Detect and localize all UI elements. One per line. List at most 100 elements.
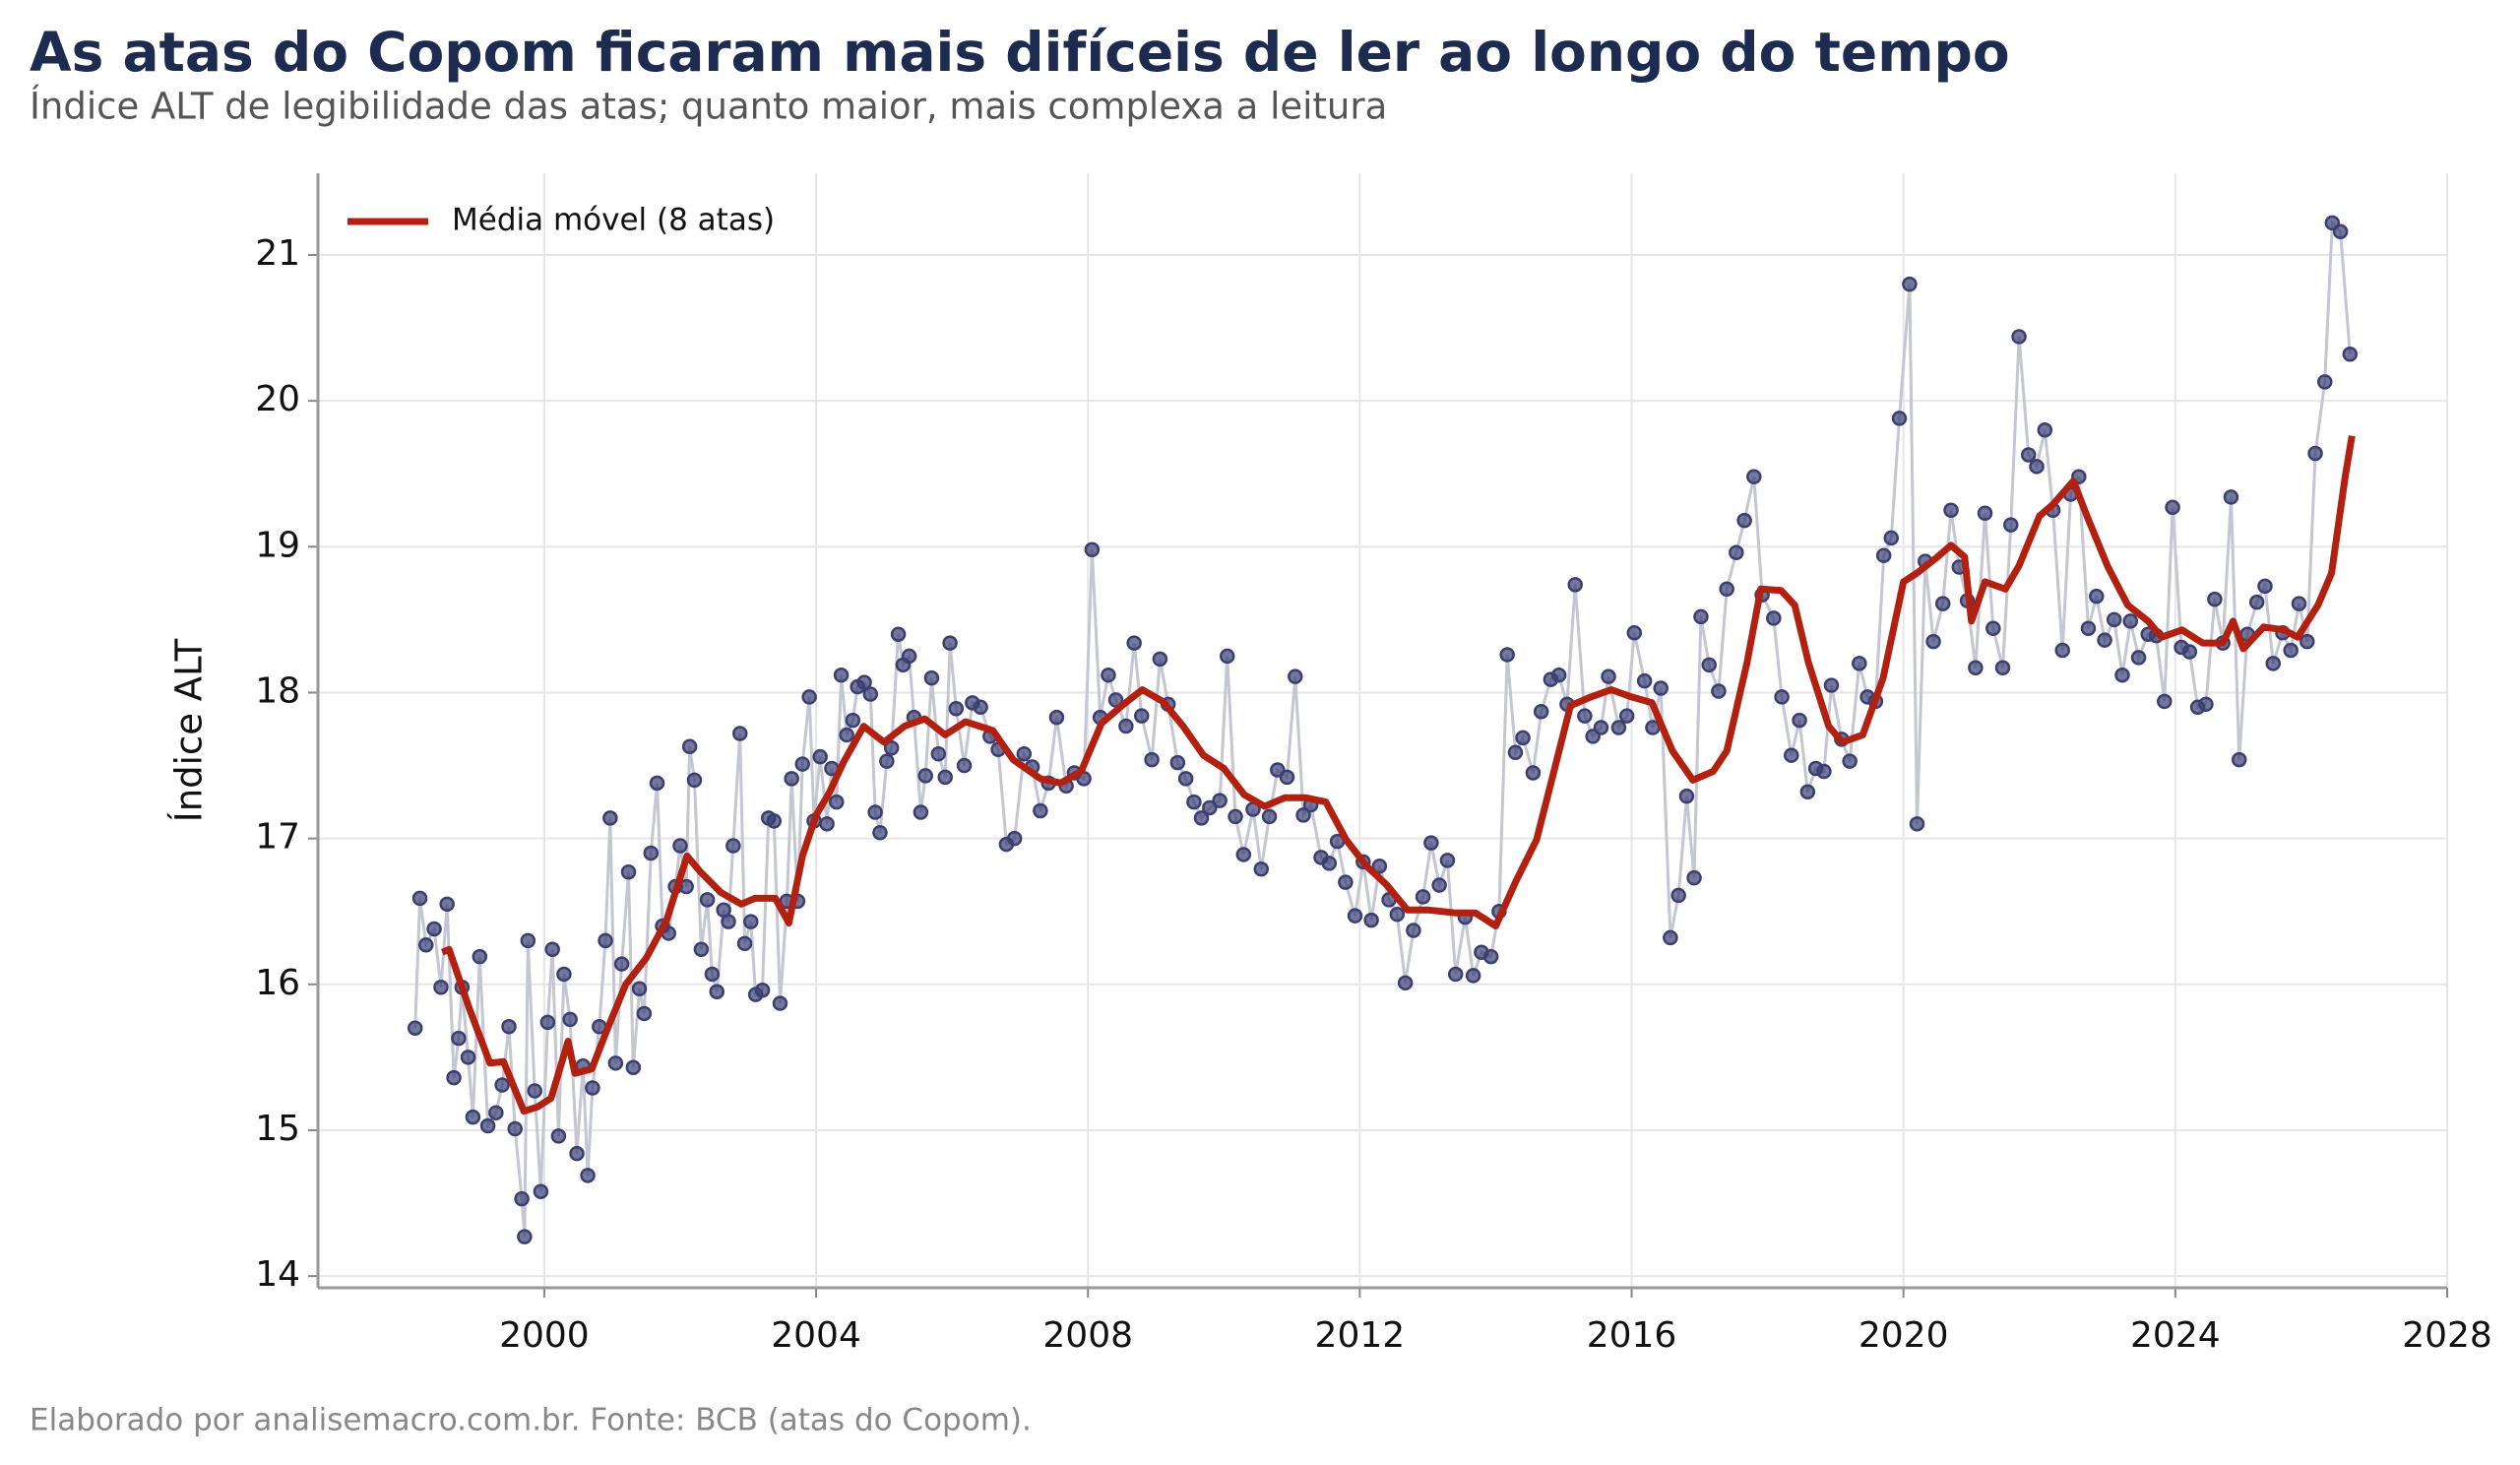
point [2342, 346, 2359, 362]
point [1729, 544, 1744, 560]
point [439, 896, 455, 913]
point [2181, 644, 2198, 660]
point [1118, 718, 1134, 734]
point [1507, 744, 1524, 760]
point [2316, 374, 2333, 390]
point [1567, 577, 1583, 593]
point [930, 745, 947, 762]
point [1482, 948, 1499, 965]
point [1678, 788, 1695, 804]
point [1610, 720, 1627, 735]
point [1766, 610, 1782, 626]
point [433, 980, 449, 995]
point [923, 669, 940, 686]
point [839, 727, 854, 743]
point [1693, 608, 1709, 625]
x-tick-label: 2020 [1858, 1315, 1949, 1356]
point [1816, 763, 1832, 780]
point [607, 1055, 624, 1071]
point [460, 1050, 476, 1065]
point [721, 914, 736, 929]
x-tick-label: 2008 [1042, 1315, 1133, 1356]
point [1397, 975, 1414, 991]
point [1499, 647, 1515, 663]
x-tick-label: 2000 [499, 1315, 590, 1356]
point [514, 1190, 530, 1207]
point [754, 982, 771, 998]
point [1389, 906, 1406, 923]
point [1593, 720, 1609, 735]
point [1909, 816, 1925, 832]
point [1774, 689, 1790, 705]
point [883, 740, 900, 756]
point [494, 1077, 510, 1093]
x-tick-label: 2024 [2130, 1315, 2221, 1356]
point [1169, 754, 1186, 771]
point [2011, 329, 2027, 345]
point [681, 738, 698, 755]
moving-average-line [440, 435, 2356, 1115]
point [539, 1014, 556, 1031]
point [1994, 660, 2011, 676]
point [1152, 651, 1168, 668]
point [1048, 709, 1065, 726]
point [704, 966, 721, 983]
point [872, 824, 888, 841]
point [533, 1183, 549, 1199]
point [1985, 620, 2001, 637]
point [631, 981, 648, 997]
y-tick-label: 20 [255, 379, 300, 419]
point [2029, 459, 2045, 475]
point [693, 941, 710, 958]
point [890, 626, 907, 642]
point [1279, 769, 1295, 786]
point [856, 674, 872, 690]
legend-label: Média móvel (8 atas) [452, 203, 775, 238]
point [1719, 581, 1734, 598]
point [2307, 445, 2323, 462]
point [2231, 751, 2247, 768]
x-tick-label: 2004 [771, 1315, 861, 1356]
point [2089, 588, 2105, 605]
point [1663, 929, 1678, 946]
point [2003, 517, 2019, 533]
point [1177, 771, 1194, 787]
point [2157, 693, 2173, 710]
point [725, 838, 741, 854]
point [649, 775, 665, 792]
point [1202, 799, 1218, 816]
point [1883, 530, 1900, 546]
point [1875, 547, 1892, 563]
point [613, 956, 630, 972]
y-tick-label: 18 [255, 670, 300, 711]
point [867, 804, 883, 820]
point [819, 816, 835, 832]
point [625, 1059, 642, 1076]
footer: Elaborado por analisemacro.com.br. Fonte… [30, 1403, 1032, 1438]
point [636, 1005, 653, 1022]
point [1347, 908, 1363, 924]
point [1406, 923, 1421, 938]
point [2248, 594, 2265, 610]
y-tick-label: 15 [255, 1109, 300, 1149]
point [1235, 847, 1252, 862]
point [1016, 745, 1033, 762]
point [1338, 874, 1354, 890]
point [2265, 656, 2282, 671]
point [1799, 784, 1816, 799]
y-tick-label: 16 [255, 963, 300, 1003]
point [901, 648, 917, 665]
point [2037, 422, 2053, 438]
point [1447, 966, 1464, 983]
point [507, 1120, 523, 1137]
point [1792, 712, 1807, 729]
point [1823, 677, 1840, 693]
point [2165, 499, 2180, 516]
point [1006, 830, 1023, 847]
point [672, 838, 688, 854]
point [2130, 650, 2147, 666]
point [2080, 620, 2097, 637]
y-tick-label: 14 [255, 1254, 300, 1295]
point [1134, 708, 1150, 724]
